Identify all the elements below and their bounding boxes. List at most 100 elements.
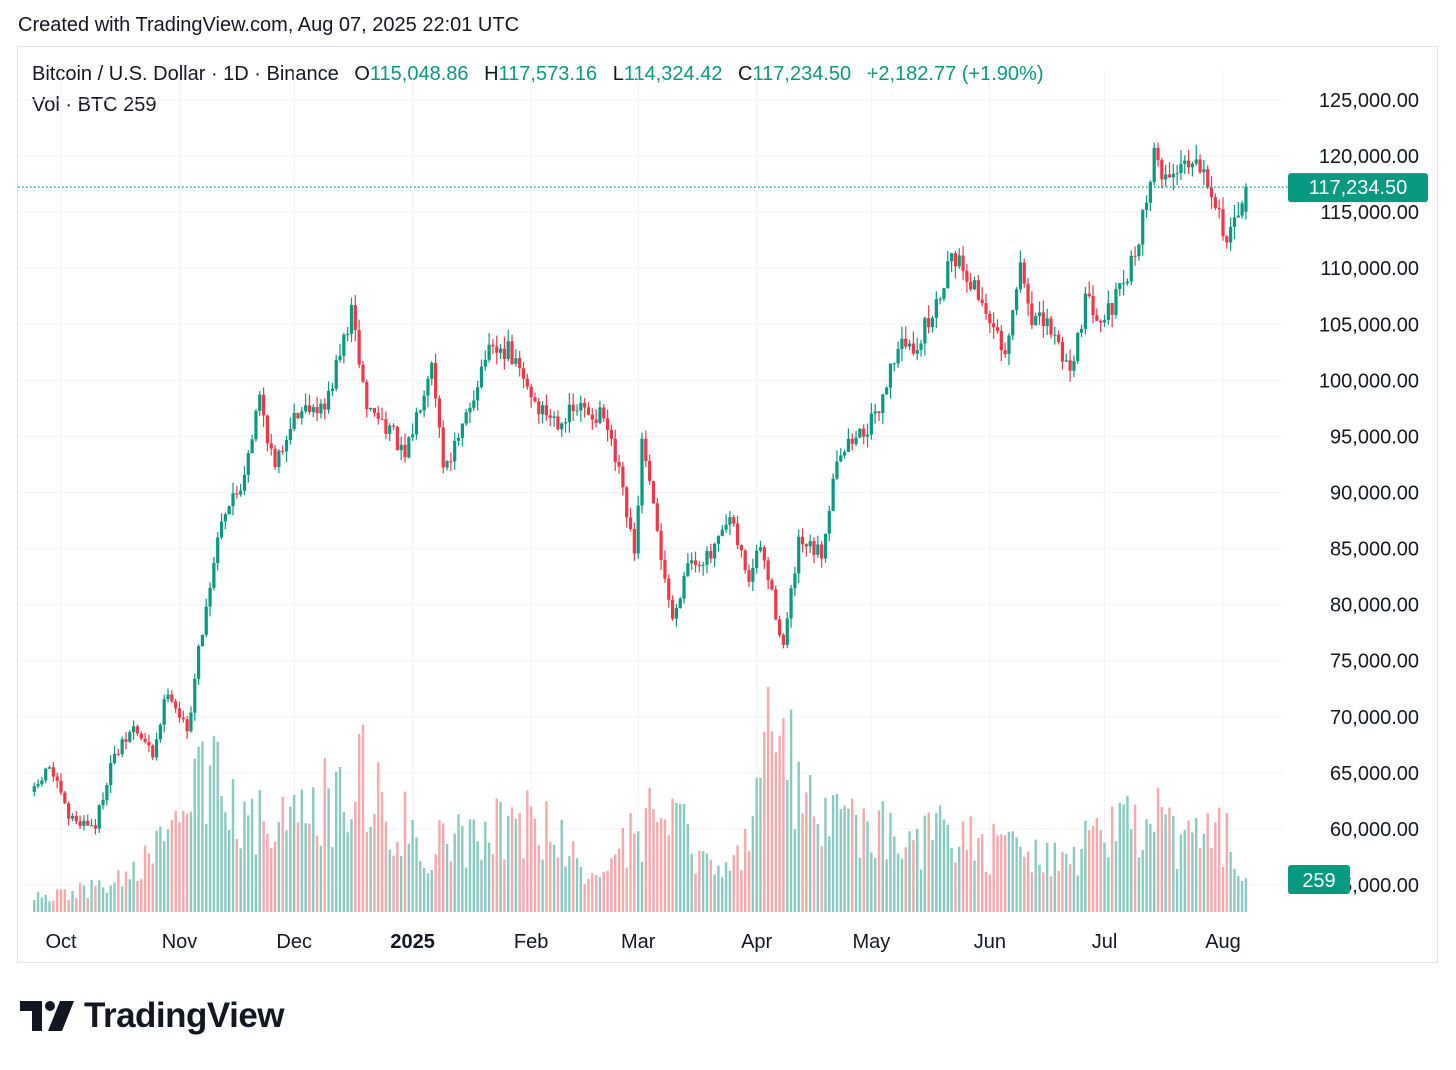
volume-bar [445,844,449,912]
volume-bar [86,897,89,912]
candle-body [246,453,250,475]
candle-body [254,411,258,440]
volume-bar [124,871,128,912]
symbol-name[interactable]: Bitcoin / U.S. Dollar · 1D · Binance [32,63,339,85]
volume-bar [1061,852,1064,912]
volume-bar [71,890,74,912]
candle-body [433,362,438,399]
volume-bar [778,735,781,912]
candle-body [1102,319,1107,323]
volume-bar [1198,848,1202,912]
candle-body [976,280,980,300]
volume-bar [1068,864,1072,912]
candle-body [1232,217,1237,227]
candle-body [269,443,273,449]
candle-body [552,416,556,418]
volume-bar [357,734,361,912]
candle-body [709,551,713,559]
y-axis-tick-label: 55,000.00 [1330,875,1419,897]
candle-body [969,281,973,290]
candle-body [449,461,453,463]
volume-bar [545,801,548,912]
volume-bar [457,814,460,912]
volume-bar [648,787,651,912]
volume-bar [1126,795,1129,912]
candle-body [319,403,323,414]
volume-bar [571,841,575,912]
candle-body [942,288,946,299]
volume-bar [537,845,540,912]
candle-body [120,739,124,755]
volume-bar [136,880,139,912]
volume-bar [419,860,422,912]
candle-body [686,563,690,576]
candle-body [705,551,709,565]
volume-bar [560,819,563,912]
candle-body [1144,202,1149,210]
volume-bar [266,833,269,912]
candle-body [36,784,40,787]
candle-body [304,405,308,412]
volume-bar [185,813,189,912]
volume-bar [208,765,212,912]
candle-body [346,333,350,335]
volume-bar [1141,850,1144,912]
candle-body [1083,293,1087,329]
candle-body [89,825,94,827]
candle-body [93,825,98,829]
volume-bar [438,819,441,912]
volume-bar [350,819,353,912]
candle-body [930,317,935,328]
volume-bar [973,860,976,912]
volume-bar [786,780,789,912]
volume-bar [399,856,403,912]
candle-body [518,358,522,369]
volume-bar [621,828,625,912]
volume-bar [763,732,766,912]
candle-body [498,348,503,353]
volume-bar [824,797,827,912]
candle-body [762,547,766,561]
volume-bar [1149,823,1152,912]
candle-body [326,390,331,410]
volume-bar [717,865,720,912]
y-axis-tick-label: 95,000.00 [1330,426,1419,448]
candle-body [544,405,549,416]
volume-bar [1026,851,1030,912]
volume-bar [384,821,388,912]
candle-body [1156,147,1160,161]
candle-body [342,334,346,356]
created-with-caption: Created with TradingView.com, Aug 07, 20… [18,14,520,36]
candle-body [63,792,67,804]
x-axis-tick-label: Dec [276,931,312,953]
volume-bar [426,873,430,912]
volume-bar [522,858,525,912]
candle-body [560,423,564,430]
candle-body [430,362,434,379]
candle-body [292,412,296,429]
candle-body [785,618,789,645]
candle-body [1179,163,1183,174]
volume-bar [422,867,426,912]
volume-bar [950,848,953,912]
volume-bar [335,771,338,912]
volume-bar [453,833,456,912]
candle-body [132,726,136,733]
candle-body [644,438,648,462]
candle-body [720,529,724,536]
volume-bar [1030,872,1034,912]
volume-bar [904,847,907,912]
candle-body [1221,209,1225,237]
candle-body [927,317,931,328]
volume-bar [770,731,774,912]
candle-body [541,405,545,415]
volume-bar [591,873,594,912]
candle-body [873,411,877,414]
volume-bar [526,790,529,912]
candle-body [881,394,885,414]
volume-bar [568,856,571,912]
candle-body [992,323,996,328]
y-axis-tick-label: 125,000.00 [1319,90,1419,112]
volume-bar [510,807,514,912]
